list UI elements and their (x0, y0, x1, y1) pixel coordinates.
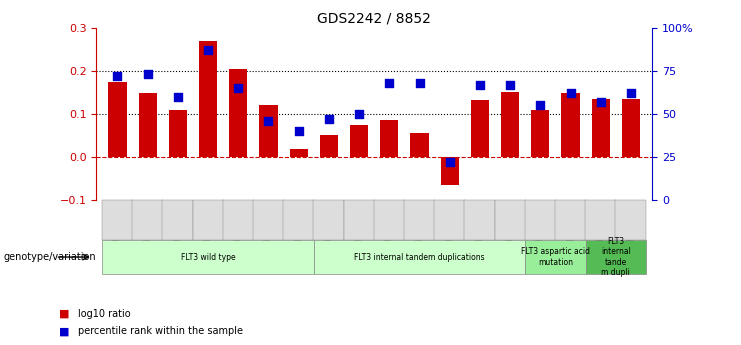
Bar (108, 81, 127, 157)
Bar (199, 41, 217, 157)
Point (323, 116, 335, 122)
Bar (290, 149, 308, 157)
Point (112, 73, 124, 79)
Point (534, 102, 546, 108)
Point (233, 85, 245, 91)
Point (353, 111, 365, 117)
Title: GDS2242 / 8852: GDS2242 / 8852 (317, 11, 431, 25)
Bar (139, 93, 157, 157)
Bar (501, 92, 519, 157)
Point (383, 80, 395, 86)
Point (474, 82, 486, 87)
Text: FLT3 wild type: FLT3 wild type (181, 253, 236, 262)
Bar (350, 126, 368, 157)
Bar (441, 157, 459, 185)
Text: ■: ■ (59, 309, 70, 319)
Text: FLT3 aspartic acid
mutation: FLT3 aspartic acid mutation (521, 247, 590, 267)
Bar (471, 100, 489, 157)
Text: FLT3 internal tandem duplications: FLT3 internal tandem duplications (354, 253, 485, 262)
Text: FLT3
internal
tande
m dupli: FLT3 internal tande m dupli (601, 237, 631, 277)
Bar (591, 99, 610, 157)
Bar (229, 69, 247, 157)
Bar (531, 110, 549, 157)
Point (142, 71, 153, 77)
Point (202, 47, 214, 53)
Bar (380, 120, 399, 157)
Text: genotype/variation: genotype/variation (4, 252, 96, 262)
Point (262, 118, 274, 124)
Point (444, 159, 456, 165)
Bar (169, 110, 187, 157)
Point (565, 90, 576, 96)
Point (413, 80, 425, 86)
Bar (259, 105, 278, 157)
Point (595, 99, 607, 105)
Point (293, 128, 305, 134)
Point (172, 94, 184, 99)
Text: log10 ratio: log10 ratio (78, 309, 130, 319)
Bar (320, 135, 338, 157)
Bar (562, 93, 579, 157)
Point (625, 90, 637, 96)
Text: ■: ■ (59, 326, 70, 336)
Bar (411, 133, 428, 157)
Bar (622, 99, 640, 157)
Point (504, 82, 516, 87)
Text: percentile rank within the sample: percentile rank within the sample (78, 326, 243, 336)
